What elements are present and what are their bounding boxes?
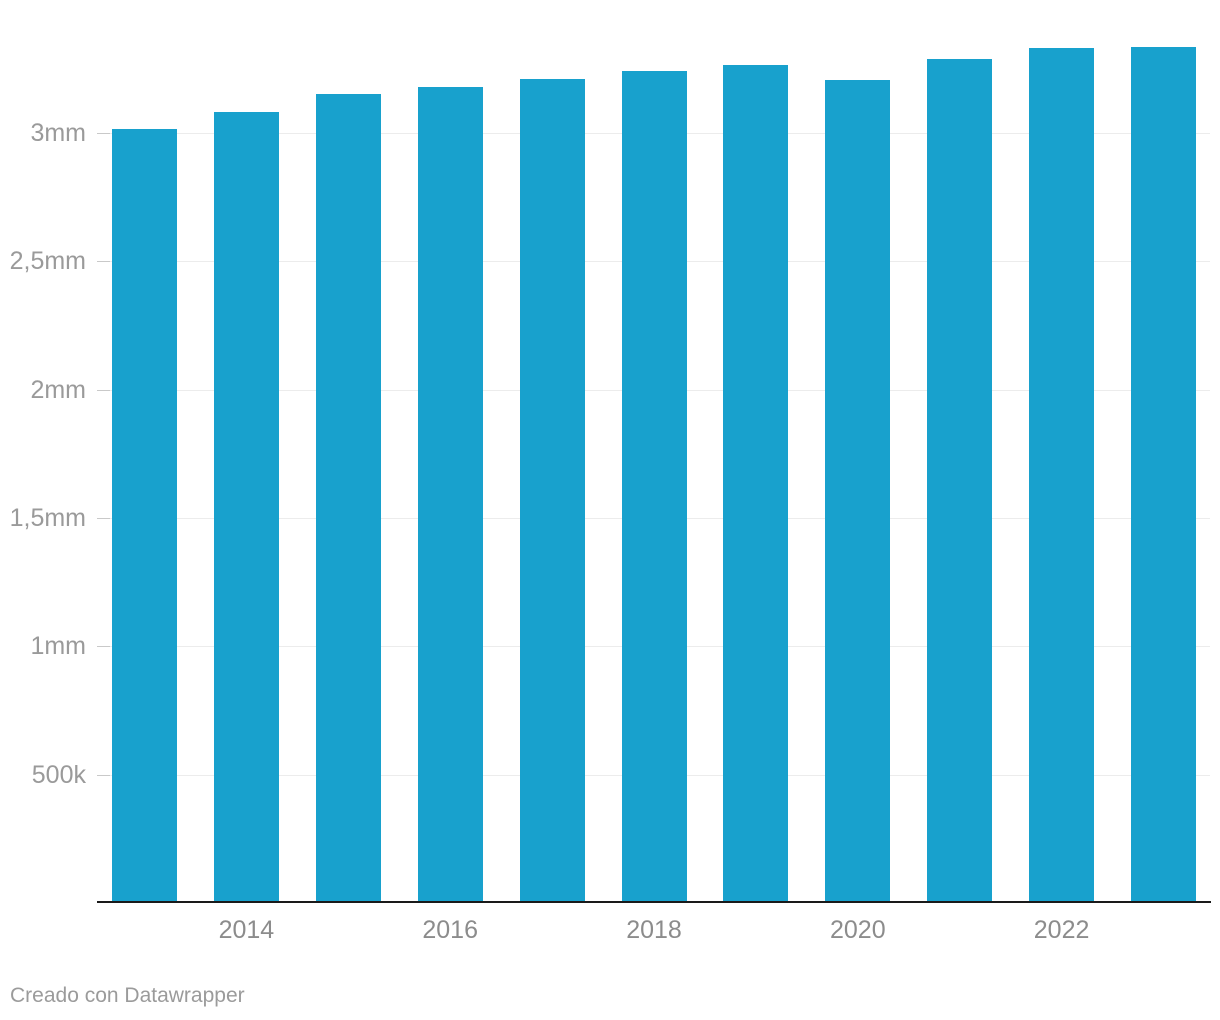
y-tick-mark: [97, 646, 110, 647]
bar-2016[interactable]: [417, 87, 483, 903]
bar-2023[interactable]: [1131, 47, 1196, 903]
bar-2019[interactable]: [723, 65, 789, 903]
x-axis-label-2016: 2016: [422, 916, 478, 944]
x-axis-label-2018: 2018: [626, 916, 682, 944]
y-tick-mark: [97, 518, 110, 519]
y-tick-mark: [97, 775, 110, 776]
bar-2014[interactable]: [213, 112, 279, 903]
bar-2022[interactable]: [1029, 48, 1095, 903]
x-axis-label-2022: 2022: [1033, 916, 1090, 944]
bar-2015[interactable]: [315, 94, 381, 903]
bar-2018[interactable]: [621, 71, 687, 903]
bar-2013[interactable]: [112, 129, 177, 903]
bar-2017[interactable]: [519, 79, 585, 903]
x-axis-line: [97, 901, 1211, 903]
y-axis-label: 2,5mm: [9, 247, 86, 275]
y-axis-label: 1mm: [30, 632, 86, 660]
x-axis-label-2020: 2020: [829, 916, 886, 944]
y-axis-label: 1,5mm: [9, 504, 86, 532]
x-axis-label-2014: 2014: [218, 916, 275, 944]
bar-2021[interactable]: [927, 59, 993, 903]
y-axis-label: 500k: [31, 761, 86, 789]
datawrapper-attribution-link[interactable]: Creado con Datawrapper: [10, 984, 245, 1007]
y-axis-label: 3mm: [30, 119, 86, 147]
y-tick-mark: [97, 133, 110, 134]
y-tick-mark: [97, 261, 110, 262]
plot-area: 500k 1mm 1,5mm 2mm 2,5mm 3mm 2014 2016 2018 2020…: [9, 47, 1211, 944]
bar-2020[interactable]: [825, 80, 891, 903]
y-tick-mark: [97, 390, 110, 391]
y-axis-label: 2mm: [30, 376, 86, 404]
